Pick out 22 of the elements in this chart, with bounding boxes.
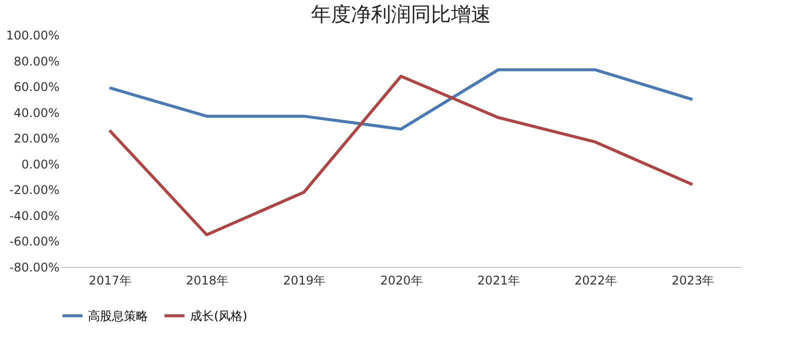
- x-tick-label: 2017年: [88, 274, 132, 288]
- x-tick-label: 2020年: [380, 274, 423, 288]
- y-tick-label: 100.00%: [6, 28, 60, 42]
- line-series: [108, 68, 694, 131]
- line-series: [108, 74, 694, 236]
- y-tick-label: -20.00%: [9, 183, 60, 198]
- y-tick-label: 40.00%: [14, 106, 60, 120]
- y-tick-label: -40.00%: [9, 208, 60, 223]
- x-tick-label: 2018年: [186, 274, 228, 288]
- x-tick-label: 2023年: [672, 274, 714, 288]
- legend-label: 高股息策略: [88, 308, 148, 323]
- y-tick-label: -80.00%: [9, 260, 60, 274]
- y-tick-label: 0.00%: [21, 157, 60, 172]
- x-tick-label: 2022年: [574, 274, 618, 288]
- chart-title: 年度净利润同比增速: [311, 2, 491, 26]
- legend-label: 成长(风格): [190, 308, 248, 323]
- y-tick-label: -60.00%: [9, 234, 60, 249]
- y-tick-label: 60.00%: [14, 80, 60, 94]
- x-tick-label: 2021年: [477, 274, 520, 288]
- y-tick-label: 20.00%: [14, 132, 60, 146]
- y-tick-label: 80.00%: [14, 54, 60, 68]
- x-tick-label: 2019年: [283, 274, 326, 288]
